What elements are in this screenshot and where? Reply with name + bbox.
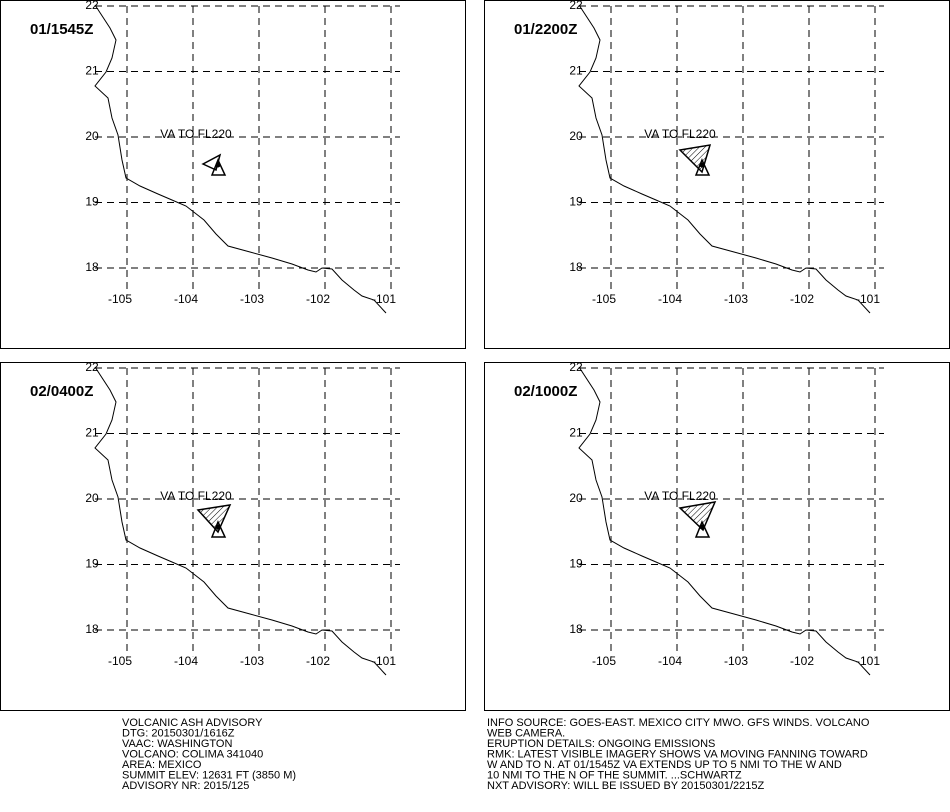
lon-label: -104: [174, 654, 198, 668]
lat-label: 18: [569, 260, 583, 274]
coastline: [578, 366, 871, 676]
lat-label: 22: [85, 360, 99, 374]
map-panel: -105 -104 -103 -102 -101 22 21 20 19 18 02/0400Z VA…: [0, 360, 466, 711]
footer-line: ERUPTION DETAILS: ONGOING EMISSIONS: [487, 738, 715, 750]
lon-label: -103: [724, 292, 748, 306]
coastline: [94, 4, 387, 314]
footer-line: VAAC: WASHINGTON: [122, 738, 232, 750]
ash-cloud: [196, 504, 232, 534]
lon-label: -105: [592, 292, 616, 306]
map-panel: -105 -104 -103 -102 -101 22 21 20 19 18 01/2200Z VA…: [484, 0, 950, 349]
valid-time: 01/2200Z: [514, 21, 577, 38]
footer-line: RMK: LATEST VISIBLE IMAGERY SHOWS VA MOV…: [487, 749, 868, 761]
panel-border: [0, 0, 466, 349]
lat-label: 22: [569, 360, 583, 374]
footer-line: 10 NMI TO THE N OF THE SUMMIT. ...SCHWAR…: [487, 770, 742, 782]
lon-label: -104: [658, 292, 682, 306]
lat-label: 21: [85, 64, 99, 78]
lon-label: -101: [372, 654, 396, 668]
lat-label: 18: [85, 260, 99, 274]
volcano-symbol: [694, 158, 711, 176]
lat-label: 19: [569, 195, 583, 209]
lon-label: -104: [658, 654, 682, 668]
coastline: [578, 4, 871, 314]
lat-label: 18: [569, 622, 583, 636]
volcano-summit: [699, 524, 705, 530]
footer-line: VOLCANIC ASH ADVISORY: [122, 717, 263, 729]
lat-label: 21: [85, 426, 99, 440]
map-panel: -105 -104 -103 -102 -101 22 21 20 19 18 01/1545Z VA…: [0, 0, 466, 349]
lat-label: 21: [569, 426, 583, 440]
ash-cloud: [678, 501, 717, 532]
footer-line: NXT ADVISORY: WILL BE ISSUED BY 20150301…: [487, 780, 764, 792]
lon-label: -103: [240, 654, 264, 668]
lat-label: 19: [85, 557, 99, 571]
lat-label: 22: [85, 0, 99, 12]
panel-border: [0, 362, 466, 711]
lon-label: -101: [372, 292, 396, 306]
lon-label: -105: [108, 292, 132, 306]
volcano-symbol: [694, 520, 711, 538]
lon-label: -103: [724, 654, 748, 668]
footer-line: ADVISORY NR: 2015/125: [122, 780, 249, 792]
volcano-summit: [215, 524, 221, 530]
ash-annotation: VA TO FL220: [160, 489, 232, 503]
valid-time: 01/1545Z: [30, 21, 93, 38]
lon-label: -101: [856, 654, 880, 668]
footer-line: SUMMIT ELEV: 12631 FT (3850 M): [122, 770, 296, 782]
lon-label: -105: [108, 654, 132, 668]
coastline: [94, 366, 387, 676]
lat-label: 19: [569, 557, 583, 571]
lon-label: -101: [856, 292, 880, 306]
valid-time: 02/0400Z: [30, 383, 93, 400]
lon-label: -104: [174, 292, 198, 306]
lon-label: -102: [790, 654, 814, 668]
lon-label: -102: [306, 292, 330, 306]
footer-line: VOLCANO: COLIMA 341040: [122, 749, 263, 761]
lat-label: 20: [569, 491, 583, 505]
map-panel: -105 -104 -103 -102 -101 22 21 20 19 18 02/1000Z VA…: [484, 360, 950, 711]
lon-label: -105: [592, 654, 616, 668]
footer-line: AREA: MEXICO: [122, 759, 202, 771]
lat-label: 18: [85, 622, 99, 636]
footer-line: DTG: 20150301/1616Z: [122, 728, 235, 740]
lat-label: 20: [569, 129, 583, 143]
lon-label: -102: [306, 654, 330, 668]
lat-label: 21: [569, 64, 583, 78]
footer-line: WEB CAMERA.: [487, 728, 565, 740]
footer-line: INFO SOURCE: GOES-EAST. MEXICO CITY MWO.…: [487, 717, 870, 729]
valid-time: 02/1000Z: [514, 383, 577, 400]
lat-label: 22: [569, 0, 583, 12]
lat-label: 20: [85, 491, 99, 505]
ash-annotation: VA TO FL220: [160, 127, 232, 141]
volcano-summit: [699, 162, 705, 168]
volcano-summit: [215, 162, 221, 168]
volcano-symbol: [210, 158, 227, 176]
lat-label: 19: [85, 195, 99, 209]
volcano-symbol: [210, 520, 227, 538]
ash-annotation: VA TO FL220: [644, 489, 716, 503]
lon-label: -103: [240, 292, 264, 306]
lat-label: 20: [85, 129, 99, 143]
lon-label: -102: [790, 292, 814, 306]
ash-annotation: VA TO FL220: [644, 127, 716, 141]
footer-line: W AND TO N. AT 01/1545Z VA EXTENDS UP TO…: [487, 759, 842, 771]
